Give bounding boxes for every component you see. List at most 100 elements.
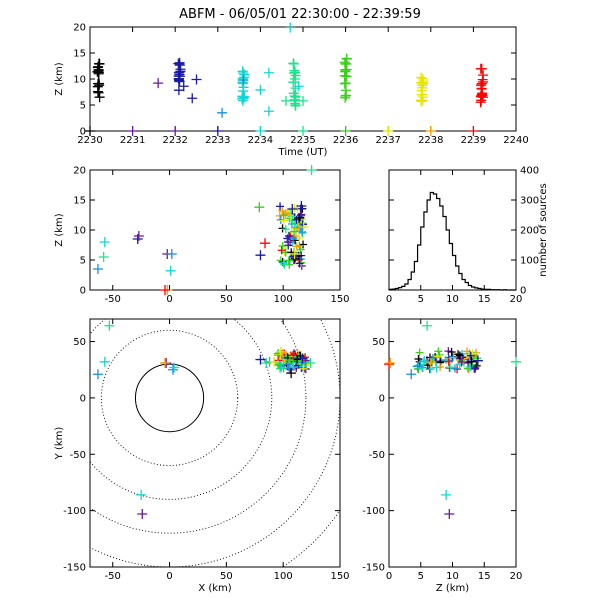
source-point	[426, 358, 435, 367]
y-tick-label: 400	[520, 166, 539, 177]
source-point	[296, 201, 307, 211]
source-point	[511, 356, 521, 367]
x-tick-label: 50	[220, 294, 233, 305]
source-point	[283, 360, 292, 369]
plot-frame	[89, 318, 341, 568]
y-tick-label: 5	[80, 101, 86, 112]
source-point	[281, 225, 290, 234]
source-point	[284, 238, 293, 247]
x-tick-label: 2230	[77, 135, 102, 146]
x-tick-label: -50	[105, 294, 121, 305]
range-ring	[90, 319, 340, 567]
plot-frame	[89, 26, 517, 132]
source-point	[191, 74, 202, 85]
source-point	[92, 264, 103, 274]
range-rings	[90, 319, 340, 567]
z-plan-panel: 0 5 10 15 20 -150 -100 -50 0 50 Z (km)	[362, 318, 522, 594]
x-tick-label: -50	[105, 571, 121, 582]
source-point	[299, 364, 308, 373]
source-point	[454, 350, 463, 359]
source-point	[472, 355, 483, 366]
source-point	[289, 234, 298, 243]
source-point	[288, 216, 297, 225]
y-axis-label: Z (km)	[54, 213, 65, 246]
range-ring	[134, 363, 205, 433]
source-point	[433, 352, 442, 361]
source-point	[167, 364, 178, 375]
source-point	[212, 126, 223, 136]
source-point	[450, 364, 459, 373]
source-point	[414, 361, 423, 370]
source-point	[263, 67, 274, 78]
time-height-panel: 2230 2231 2232 2233 2234 2235 2236 2237 2238 2239…	[54, 23, 529, 159]
source-point	[104, 320, 115, 331]
source-point	[417, 77, 428, 88]
source-point	[340, 126, 351, 136]
source-point	[457, 358, 466, 367]
x-tick-label: 150	[330, 294, 349, 305]
source-point	[289, 249, 300, 259]
source-point	[293, 81, 304, 92]
source-point	[254, 202, 265, 213]
source-point	[279, 258, 288, 267]
x-tick-label: 15	[478, 294, 491, 305]
x-tick-label: 0	[386, 571, 392, 582]
x-tick-label: 15	[478, 571, 491, 582]
x-height-panel: -50 0 50 100 150 0 5 10 15 20 Z (km)	[54, 165, 350, 305]
y-tick-label: -100	[362, 506, 385, 517]
source-point	[340, 78, 351, 89]
y-tick-label: 10	[73, 226, 86, 237]
source-point	[170, 126, 181, 136]
y-tick-label: 50	[372, 337, 385, 348]
source-point	[435, 350, 444, 359]
y-tick-label: 0	[80, 127, 86, 138]
histogram-line	[388, 191, 516, 291]
source-point	[278, 241, 287, 250]
y-tick-label: -150	[63, 563, 86, 574]
y-tick-label: 0	[80, 393, 86, 404]
source-point	[275, 346, 286, 357]
x-tick-label: 5	[418, 571, 424, 582]
x-tick-label: 10	[446, 294, 459, 305]
x-tick-label: 0	[166, 571, 172, 582]
x-tick-label: 0	[386, 294, 392, 305]
source-point	[289, 351, 298, 360]
source-point	[98, 252, 109, 262]
source-point	[292, 242, 301, 251]
source-point	[285, 22, 296, 33]
source-point	[339, 57, 350, 68]
source-point	[133, 231, 144, 241]
y-tick-label: -50	[70, 450, 86, 461]
x-tick-label: 2232	[162, 135, 187, 146]
source-point	[166, 249, 177, 259]
source-point	[269, 356, 280, 367]
source-point	[255, 126, 266, 136]
source-point	[286, 213, 295, 222]
x-tick-label: 2236	[333, 135, 358, 146]
y-tick-label: 15	[73, 196, 86, 207]
y-tick-label: -150	[362, 563, 385, 574]
source-point	[297, 353, 308, 364]
source-point	[276, 202, 285, 211]
y-tick-label: 200	[520, 226, 539, 237]
source-point	[92, 369, 103, 380]
source-point	[284, 256, 293, 265]
source-point	[441, 489, 452, 500]
source-point	[174, 71, 185, 82]
source-point	[94, 92, 105, 103]
source-point	[455, 351, 464, 360]
y-tick-label: 0	[520, 286, 526, 297]
source-point	[280, 260, 289, 269]
source-point	[289, 94, 300, 105]
source-point	[136, 489, 147, 500]
y-tick-label: -100	[63, 506, 86, 517]
source-point	[448, 352, 457, 361]
source-point	[284, 232, 293, 241]
x-tick-label: 2235	[290, 135, 315, 146]
source-point	[238, 75, 249, 86]
y-tick-label: 0	[379, 393, 385, 404]
source-point	[412, 361, 423, 372]
source-point	[415, 348, 424, 357]
figure-title: ABFM - 06/05/01 22:30:00 - 22:39:59	[179, 7, 421, 22]
